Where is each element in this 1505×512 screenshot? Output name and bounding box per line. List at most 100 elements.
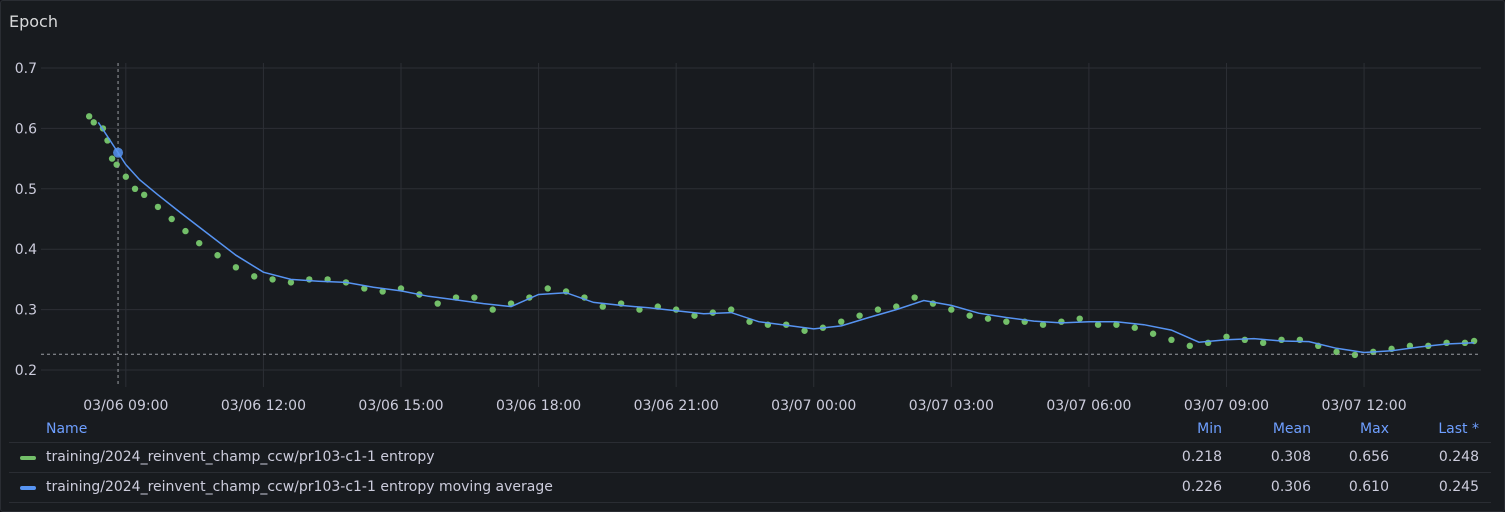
x-axis-ticks: 03/06 09:00 03/06 12:00 03/06 15:00 03/06 1… [83,398,1406,414]
entropy-point [85,113,93,120]
entropy-point [599,303,606,310]
x-tick-label: 03/07 06:00 [1046,398,1131,414]
entropy-point [948,306,955,313]
legend-max-value: 0.610 [1348,479,1389,495]
entropy-point [874,306,882,313]
grid-lines [41,63,1481,387]
legend-swatch-moving-average [20,486,36,490]
entropy-point [471,294,478,301]
entropy-point [984,315,992,322]
hover-point [113,147,124,158]
entropy-point [838,318,845,325]
x-tick-label: 03/06 18:00 [496,398,581,414]
legend-last-value: 0.248 [1438,449,1479,465]
entropy-point [434,300,441,307]
entropy-point [1076,315,1083,322]
entropy-point [1186,342,1193,350]
entropy-point [672,306,680,313]
entropy-point [196,239,203,247]
entropy-point [801,327,808,334]
entropy-point [1003,318,1010,325]
legend-header-max[interactable]: Max [1360,421,1389,437]
entropy-point [154,203,162,211]
entropy-point [90,119,97,126]
entropy-point [966,312,973,319]
x-tick-label: 03/07 00:00 [771,398,856,414]
panel-title: Epoch [9,12,58,31]
chart-plot-area[interactable]: 0.2 0.3 0.4 0.5 0.6 0.7 03/06 09:00 03/06 12:0… [1,1,1504,415]
entropy-point [856,312,863,319]
entropy-point [1259,339,1267,347]
legend-header-mean[interactable]: Mean [1272,421,1311,437]
entropy-point [1131,324,1138,331]
x-tick-label: 03/06 21:00 [634,398,719,414]
entropy-point [636,306,643,313]
entropy-point [1443,339,1450,347]
entropy-point [746,318,753,325]
legend-header-min[interactable]: Min [1197,421,1222,437]
x-tick-label: 03/06 12:00 [221,398,306,414]
series-layer [85,113,1478,359]
entropy-point [214,252,221,259]
entropy-point [489,306,496,313]
entropy-point [287,279,295,286]
entropy-point [1094,321,1102,328]
x-tick-label: 03/06 09:00 [83,398,168,414]
legend-row-entropy[interactable]: training/2024_reinvent_champ_ccw/pr103-c… [9,443,1491,473]
legend-table: Name Min Mean Max Last * training/2024_r… [9,415,1491,503]
legend-series-name[interactable]: training/2024_reinvent_champ_ccw/pr103-c… [46,449,435,465]
y-tick-label: 0.6 [15,121,37,137]
entropy-point [361,285,368,292]
legend-row-moving-average[interactable]: training/2024_reinvent_champ_ccw/pr103-c… [9,473,1491,503]
legend-min-value: 0.226 [1181,479,1222,495]
entropy-point [1113,321,1120,328]
x-tick-label: 03/07 12:00 [1321,398,1406,414]
entropy-point [306,276,313,283]
y-tick-label: 0.2 [15,363,37,379]
entropy-point [1351,351,1359,359]
entropy-point [1149,330,1157,337]
y-axis-ticks: 0.2 0.3 0.4 0.5 0.6 0.7 [15,61,37,379]
moving-average-line [97,121,1475,354]
legend-header-name[interactable]: Name [46,421,88,437]
legend-last-value: 0.245 [1438,479,1479,495]
entropy-point [1223,333,1230,340]
x-tick-label: 03/07 03:00 [909,398,994,414]
entropy-point [544,285,551,292]
entropy-point [691,312,698,319]
legend-mean-value: 0.306 [1270,479,1311,495]
entropy-point [1168,336,1175,343]
crosshair [41,63,1481,387]
entropy-point [911,294,918,301]
entropy-point [122,173,130,180]
entropy-point [113,161,120,168]
entropy-point [182,227,189,235]
entropy-points [85,113,1478,359]
entropy-point [168,215,175,223]
x-tick-label: 03/07 09:00 [1184,398,1269,414]
entropy-point [1039,321,1047,328]
y-tick-label: 0.5 [15,182,37,198]
entropy-point [251,273,258,280]
legend-max-value: 0.656 [1348,449,1389,465]
y-tick-label: 0.7 [15,61,37,77]
entropy-point [108,155,116,162]
entropy-point [131,185,139,192]
legend-swatch-entropy [20,456,36,460]
entropy-point [379,288,386,295]
entropy-point [1278,336,1285,343]
entropy-point [893,303,900,310]
y-tick-label: 0.3 [15,303,37,319]
legend-mean-value: 0.308 [1270,449,1311,465]
legend-series-name[interactable]: training/2024_reinvent_champ_ccw/pr103-c… [46,479,553,495]
legend-header-row: Name Min Mean Max Last * [9,415,1491,443]
x-tick-label: 03/06 15:00 [358,398,443,414]
entropy-point [140,191,148,199]
entropy-point [269,276,276,283]
entropy-point [727,306,735,313]
entropy-point [1058,318,1065,325]
y-tick-label: 0.4 [15,242,37,258]
legend-header-last[interactable]: Last * [1438,421,1479,437]
entropy-point [232,264,240,271]
